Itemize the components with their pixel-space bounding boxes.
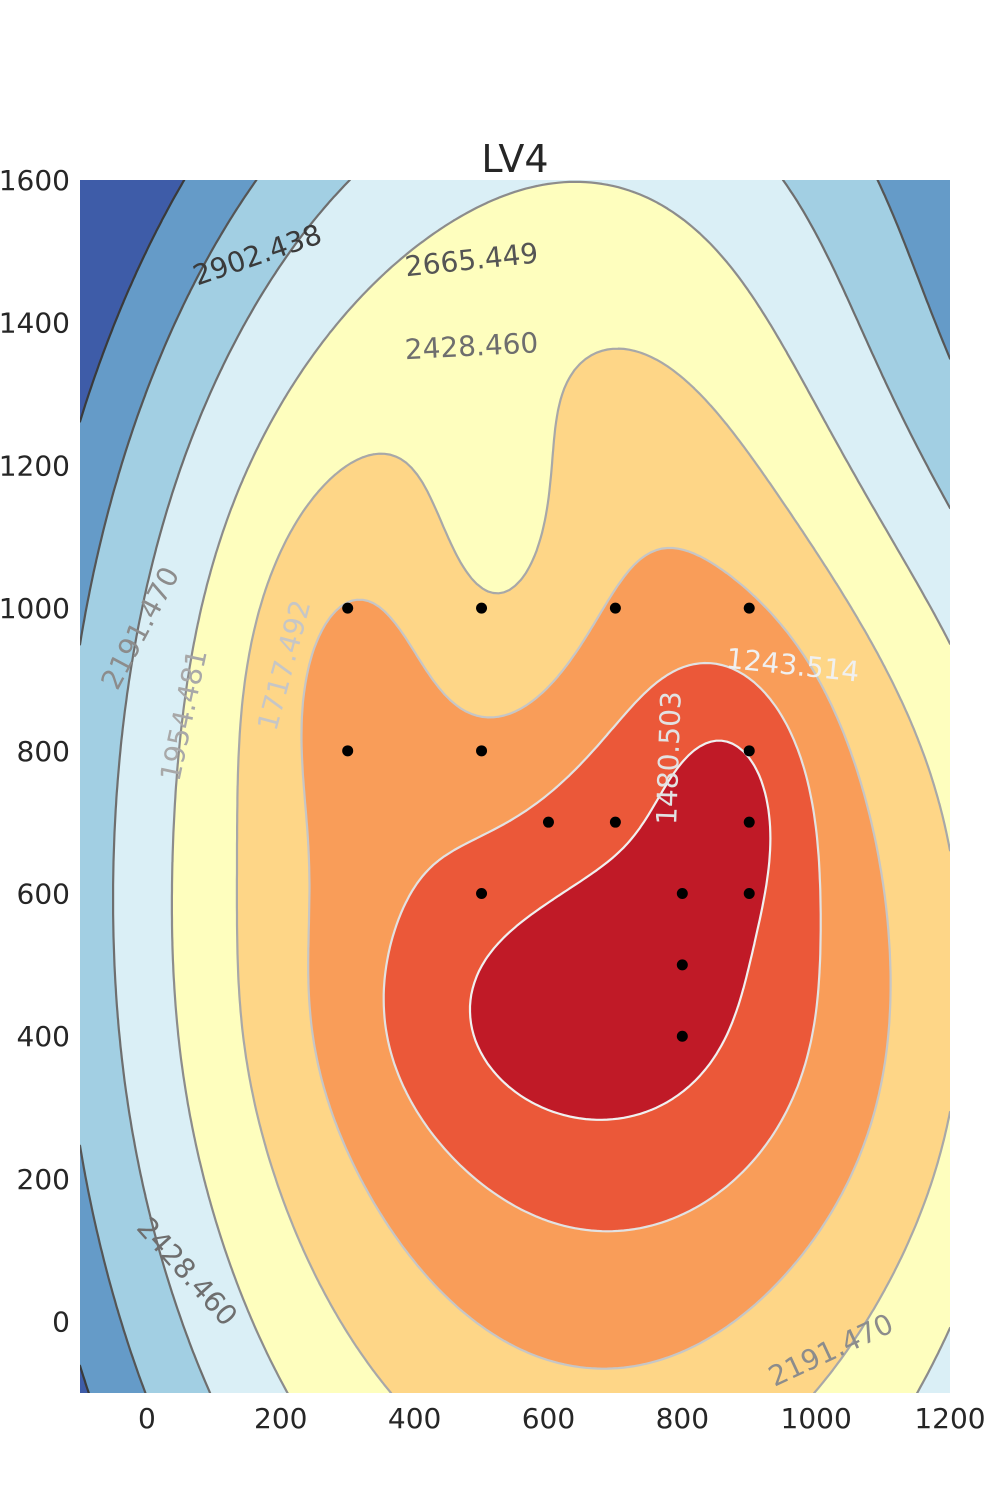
x-tick-label-1: 0 <box>138 1402 156 1435</box>
contour-line-7 <box>80 180 950 1393</box>
contour-line-4 <box>235 347 950 1393</box>
y-axis: 0 200 400 600 800 1000 1200 1400 1600 <box>0 164 70 1339</box>
sample-point-5 <box>342 745 354 757</box>
sample-point-11 <box>476 888 488 900</box>
sample-point-1 <box>342 602 354 614</box>
sample-point-2 <box>476 602 488 614</box>
y-tick-label-6: 1000 <box>0 592 70 625</box>
sample-point-6 <box>476 745 488 757</box>
y-tick-label-4: 600 <box>17 878 70 911</box>
sample-point-15 <box>676 1030 688 1042</box>
sample-points <box>342 602 755 1042</box>
x-tick-label-5: 800 <box>656 1402 709 1435</box>
contour-lines <box>80 180 950 1393</box>
y-tick-label-3: 400 <box>17 1020 70 1053</box>
sample-point-9 <box>609 816 621 828</box>
chart-title: LV4 <box>481 137 548 181</box>
sample-point-8 <box>542 816 554 828</box>
sample-point-4 <box>743 602 755 614</box>
y-tick-label-1: 0 <box>52 1306 70 1339</box>
sample-point-3 <box>609 602 621 614</box>
contour-label-9: 1480.503 <box>650 691 688 826</box>
y-tick-label-5: 800 <box>17 735 70 768</box>
sample-point-7 <box>743 745 755 757</box>
contour-line-1 <box>468 739 772 1121</box>
x-tick-label-4: 600 <box>522 1402 575 1435</box>
contour-line-5 <box>170 180 950 1393</box>
sample-point-10 <box>743 816 755 828</box>
contour-line-6 <box>112 180 950 1393</box>
sample-point-13 <box>743 888 755 900</box>
sample-point-12 <box>676 888 688 900</box>
y-tick-label-8: 1400 <box>0 307 70 340</box>
y-tick-label-7: 1200 <box>0 449 70 482</box>
x-tick-label-3: 400 <box>388 1402 441 1435</box>
contour-label-3: 2428.460 <box>404 326 539 366</box>
x-tick-label-7: 1200 <box>914 1402 985 1435</box>
sample-point-14 <box>676 959 688 971</box>
contour-line-2 <box>382 661 822 1233</box>
contour-line-8 <box>80 180 186 1393</box>
x-axis: 0 200 400 600 800 1000 1200 <box>138 1402 986 1435</box>
x-tick-label-6: 1000 <box>781 1402 852 1435</box>
contour-field <box>80 180 950 1393</box>
y-tick-label-9: 1600 <box>0 164 70 197</box>
x-tick-label-2: 200 <box>254 1402 307 1435</box>
y-tick-label-2: 200 <box>17 1163 70 1196</box>
